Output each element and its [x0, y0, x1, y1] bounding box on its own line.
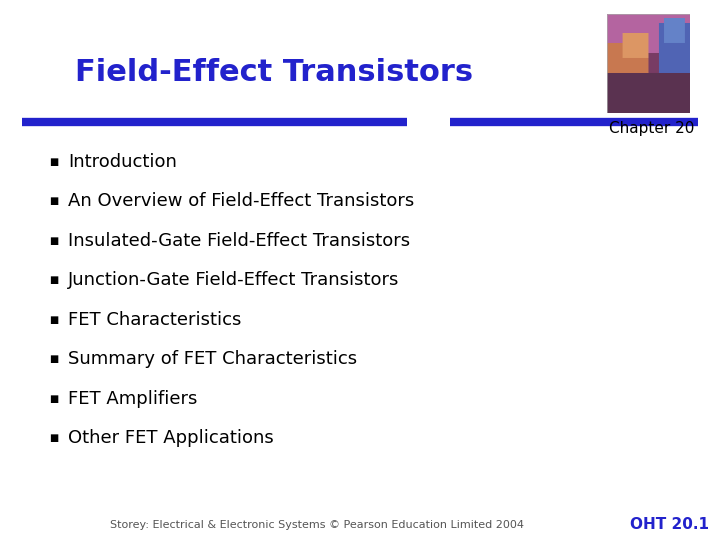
Text: FET Amplifiers: FET Amplifiers [68, 389, 198, 408]
Text: FET Characteristics: FET Characteristics [68, 310, 242, 329]
Text: ■: ■ [50, 197, 58, 206]
Text: ■: ■ [50, 315, 58, 325]
Text: Other FET Applications: Other FET Applications [68, 429, 274, 447]
Text: OHT 20.1: OHT 20.1 [630, 517, 709, 532]
Text: ■: ■ [50, 236, 58, 246]
Text: Summary of FET Characteristics: Summary of FET Characteristics [68, 350, 358, 368]
Text: ■: ■ [50, 275, 58, 285]
Text: Insulated-Gate Field-Effect Transistors: Insulated-Gate Field-Effect Transistors [68, 232, 410, 250]
Text: ■: ■ [50, 157, 58, 167]
Text: Chapter 20: Chapter 20 [609, 122, 694, 137]
Text: An Overview of Field-Effect Transistors: An Overview of Field-Effect Transistors [68, 192, 415, 211]
Text: Introduction: Introduction [68, 153, 177, 171]
Text: Field-Effect Transistors: Field-Effect Transistors [75, 58, 472, 87]
Text: ■: ■ [50, 433, 58, 443]
Text: Junction-Gate Field-Effect Transistors: Junction-Gate Field-Effect Transistors [68, 271, 400, 289]
Text: ■: ■ [50, 394, 58, 403]
Text: Storey: Electrical & Electronic Systems © Pearson Education Limited 2004: Storey: Electrical & Electronic Systems … [110, 520, 523, 530]
Text: ■: ■ [50, 354, 58, 364]
